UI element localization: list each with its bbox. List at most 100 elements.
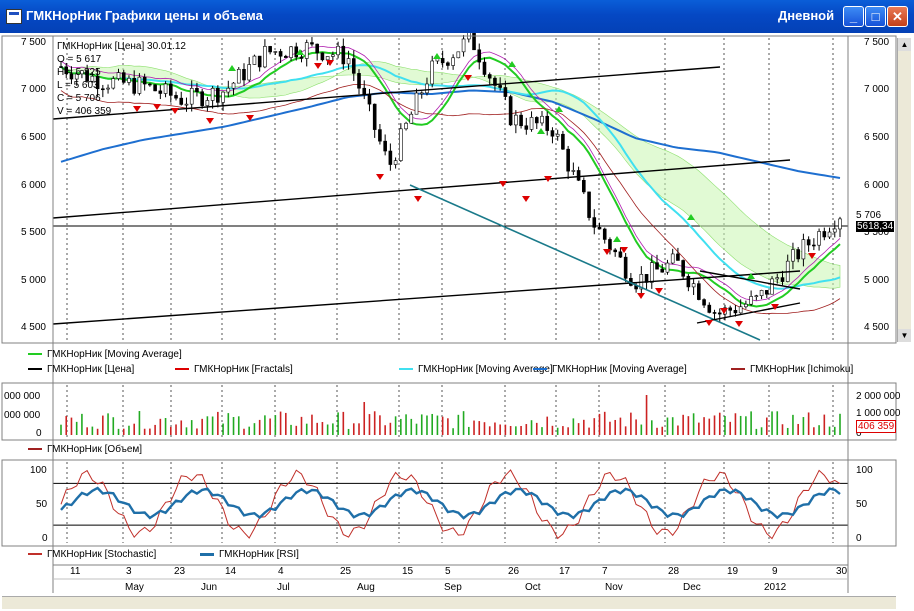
- volume-bar: [609, 421, 611, 435]
- candle-body: [101, 88, 105, 91]
- fractal-up-marker: [687, 214, 695, 220]
- candle-body: [608, 239, 612, 251]
- candle-body: [519, 114, 523, 127]
- legend-ichimoku[interactable]: ГМКНорНик [Ichimoku]: [731, 364, 853, 375]
- candle-body: [304, 42, 309, 59]
- legend-price[interactable]: ГМКНорНик [Цена]: [28, 364, 134, 375]
- legend-ma-cyan[interactable]: ГМКНорНик [Moving Average]: [399, 364, 553, 375]
- maximize-icon[interactable]: □: [865, 6, 886, 27]
- crosshair-price-label: 5618,34: [856, 221, 895, 232]
- candle-body: [409, 113, 414, 124]
- fractal-down-marker: [414, 196, 422, 202]
- candle-body: [697, 283, 701, 300]
- candle-body: [545, 115, 550, 131]
- legend-fractals[interactable]: ГМКНорНик [Fractals]: [175, 364, 293, 375]
- candle-body: [174, 95, 178, 99]
- month-tick: Jun: [201, 582, 218, 593]
- vol-axis-right-top: 2 000 000: [856, 391, 901, 402]
- horizontal-scrollbar[interactable]: [2, 596, 896, 609]
- candle-body: [158, 90, 163, 94]
- candle-body: [294, 46, 299, 58]
- candle-body: [419, 92, 424, 95]
- minimize-icon[interactable]: _: [843, 6, 864, 27]
- candle-body: [707, 304, 712, 313]
- vol-axis-right-mid: 1 000 000: [856, 408, 901, 419]
- chart-window-icon[interactable]: [6, 9, 22, 24]
- price-tick-right: 6 000: [864, 179, 890, 191]
- volume-bar: [556, 427, 559, 435]
- day-tick: 15: [402, 566, 414, 577]
- volume-bar: [598, 413, 601, 435]
- volume-bar: [546, 416, 549, 435]
- info-header: ГМКНорНик [Цена] 30.01.12: [57, 41, 186, 52]
- fractal-down-marker: [620, 247, 628, 253]
- candle-body: [242, 68, 246, 81]
- candle-body: [540, 115, 544, 124]
- vol-current-label: 406 359: [856, 420, 897, 433]
- chart-canvas[interactable]: [0, 33, 914, 611]
- volume-bar: [677, 425, 679, 435]
- candle-body: [351, 58, 356, 74]
- volume-bar: [635, 419, 637, 435]
- close-icon[interactable]: ✕: [887, 6, 908, 27]
- candle-body: [74, 73, 79, 80]
- candle-body: [587, 191, 591, 218]
- candle-body: [440, 58, 445, 64]
- volume-bar: [169, 426, 172, 435]
- title-bar: ГМКНорНик Графики цены и объема Дневной …: [0, 0, 914, 33]
- candle-body: [770, 278, 774, 295]
- legend-ma-blue[interactable]: ГМКНорНик [Moving Average]: [533, 364, 687, 375]
- volume-bar: [462, 411, 465, 435]
- rsi-line: [60, 486, 841, 520]
- scroll-down-icon[interactable]: ▼: [898, 329, 911, 342]
- month-tick: 2012: [764, 582, 787, 593]
- legend-stochastic[interactable]: ГМКНорНик [Stochastic]: [28, 549, 156, 560]
- volume-bar: [206, 416, 209, 435]
- volume-bar: [410, 418, 413, 435]
- fractal-up-marker: [537, 128, 545, 134]
- volume-bar: [603, 411, 606, 435]
- vertical-scrollbar[interactable]: ▲ ▼: [897, 38, 911, 342]
- candle-body: [430, 60, 435, 85]
- legend-volume[interactable]: ГМКНорНик [Объем]: [28, 444, 142, 455]
- volume-bar: [316, 422, 318, 435]
- osc-axis-left-100: 100: [30, 465, 47, 476]
- volume-bar: [624, 426, 627, 435]
- volume-bar: [452, 428, 454, 435]
- day-tick: 5: [445, 566, 451, 577]
- candle-body: [660, 268, 665, 273]
- price-candles: [59, 33, 842, 322]
- fractal-up-marker: [747, 273, 755, 279]
- fractal-up-marker: [228, 65, 236, 71]
- candle-body: [514, 114, 518, 126]
- candle-body: [331, 54, 335, 57]
- candle-body: [121, 72, 126, 83]
- volume-bar: [86, 427, 88, 435]
- volume-bar: [368, 414, 371, 435]
- volume-bar: [593, 418, 596, 435]
- legend-rsi[interactable]: ГМКНорНик [RSI]: [200, 549, 299, 560]
- volume-bar: [687, 416, 690, 435]
- volume-bar: [217, 411, 219, 435]
- cloud-area: [60, 61, 841, 289]
- panel-border: [1, 459, 897, 547]
- scroll-up-icon[interactable]: ▲: [898, 38, 911, 51]
- timeframe-label[interactable]: Дневной: [778, 8, 835, 23]
- volume-bar: [640, 424, 643, 435]
- volume-bar: [807, 412, 810, 435]
- candle-body: [576, 170, 581, 181]
- legend-ma-green[interactable]: ГМКНорНик [Moving Average]: [28, 349, 182, 360]
- volume-bar: [91, 426, 94, 435]
- volume-bar: [248, 426, 251, 435]
- volume-bar: [232, 417, 235, 435]
- vol-axis-left-zero: 0: [36, 428, 42, 439]
- day-tick: 25: [340, 566, 352, 577]
- day-tick: 9: [772, 566, 778, 577]
- price-tick-right: 5 000: [864, 274, 890, 286]
- volume-bar: [352, 423, 355, 435]
- candle-body: [665, 262, 670, 273]
- volume-bar: [766, 417, 768, 435]
- info-volume: V = 406 359: [57, 106, 112, 117]
- candle-body: [236, 68, 241, 84]
- candle-body: [284, 55, 288, 58]
